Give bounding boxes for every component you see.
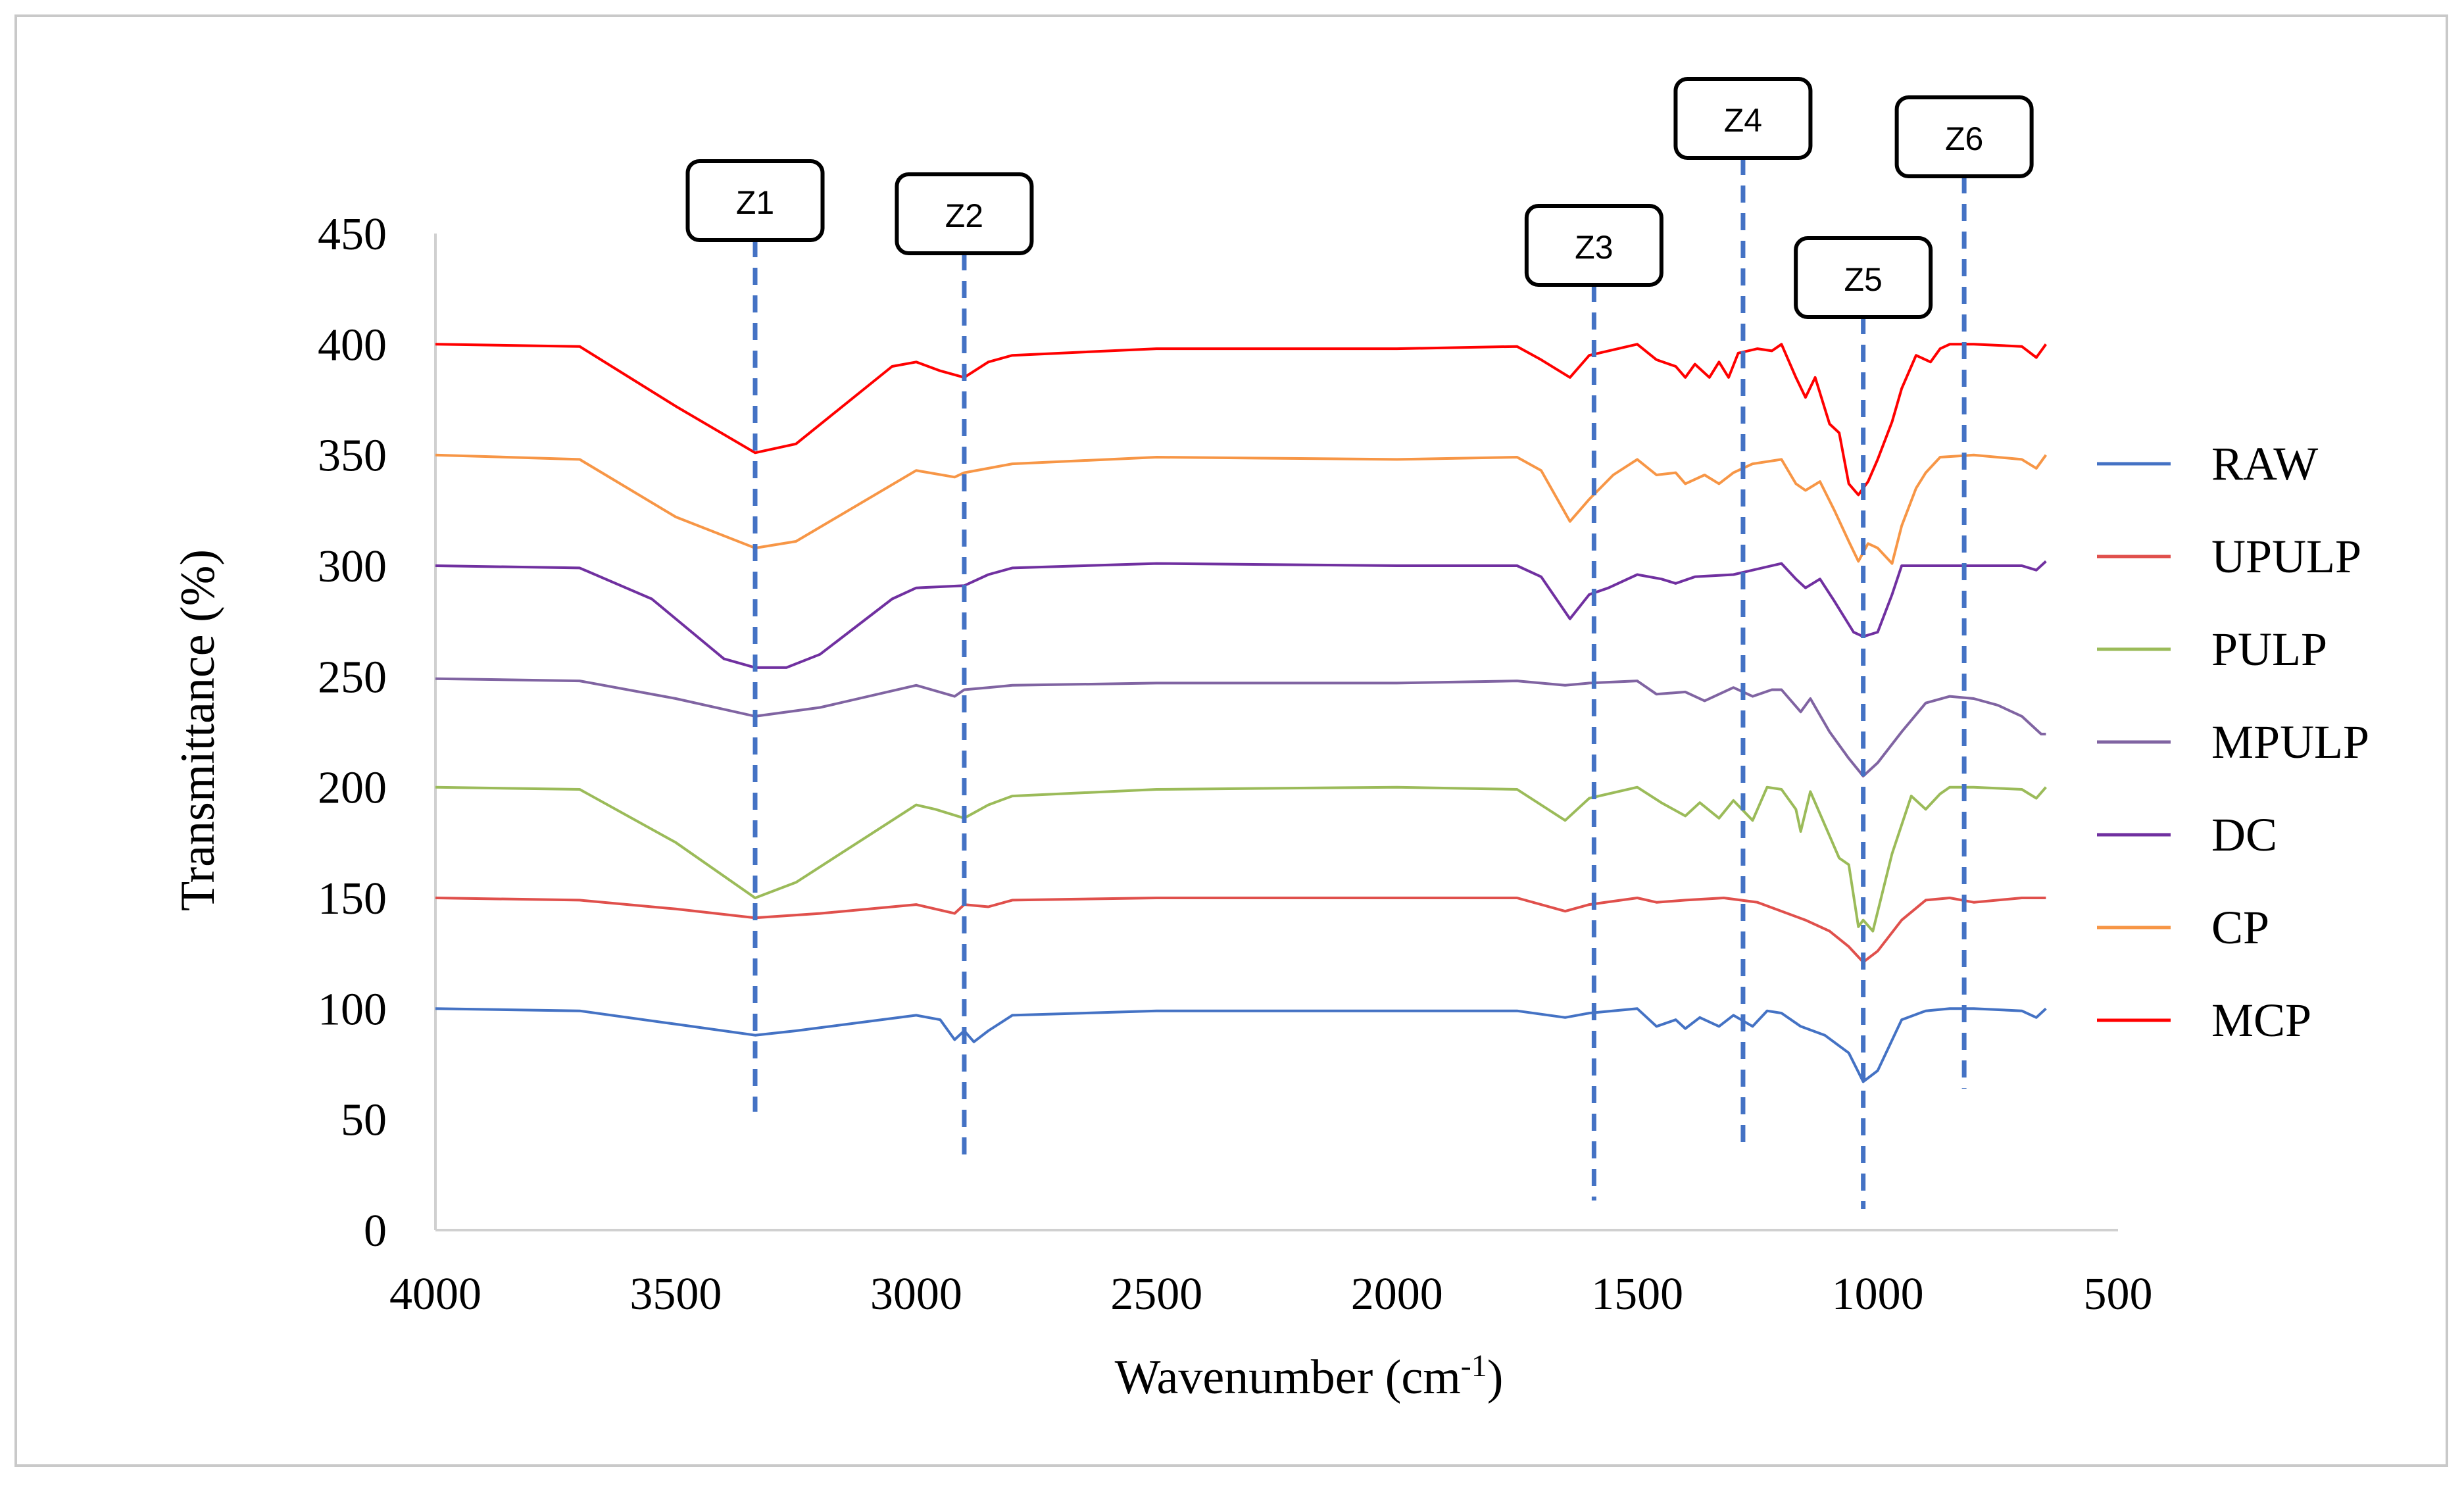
y-tick-label: 350 xyxy=(318,431,387,482)
x-tick-label: 3500 xyxy=(629,1269,722,1320)
x-tick-label: 2500 xyxy=(1110,1269,1202,1320)
x-tick-label: 1000 xyxy=(1832,1269,1924,1320)
chart-frame xyxy=(14,14,2448,1467)
zone-label-z6: Z6 xyxy=(1945,120,1983,157)
x-axis-title-main: Wavenumber (cm xyxy=(1115,1350,1461,1404)
y-tick-label: 200 xyxy=(318,763,387,814)
x-axis-title: Wavenumber (cm-1) xyxy=(1115,1349,1504,1404)
y-tick-label: 50 xyxy=(341,1095,387,1146)
zone-box-z3 xyxy=(1524,204,1663,287)
axes xyxy=(434,234,2118,1231)
series-line-upulp xyxy=(435,897,2046,964)
x-tick-label: 500 xyxy=(2084,1269,2153,1320)
y-tick-labels: 0 50 100 150 200 250 300 350 400 450 xyxy=(318,209,387,1256)
legend-label-upulp: UPULP xyxy=(2211,530,2361,583)
zone-box-z1 xyxy=(685,159,825,242)
legend-label-raw: RAW xyxy=(2211,437,2318,490)
series-line-pulp xyxy=(435,785,2047,933)
x-tick-label: 3000 xyxy=(870,1269,962,1320)
y-tick-label: 100 xyxy=(318,984,387,1035)
zone-box-z2 xyxy=(895,172,1034,255)
zone-label-z1: Z1 xyxy=(736,184,774,221)
x-tick-labels: 4000 3500 3000 2500 2000 1500 1000 500 xyxy=(389,1269,2153,1320)
x-tick-label: 4000 xyxy=(389,1269,481,1320)
zone-label-z2: Z2 xyxy=(945,197,983,234)
zone-box-z5 xyxy=(1794,236,1933,319)
legend-label-dc: DC xyxy=(2211,808,2277,861)
legend-label-mpulp: MPULP xyxy=(2211,716,2369,768)
y-tick-label: 450 xyxy=(318,209,387,260)
legend: RAW UPULP PULP MPULP DC CP MCP xyxy=(2097,437,2369,1047)
x-tick-label: 2000 xyxy=(1351,1269,1443,1320)
zone-box-z6 xyxy=(1894,95,2034,178)
y-tick-label: 400 xyxy=(318,320,387,370)
legend-label-pulp: PULP xyxy=(2211,623,2327,676)
series-line-mcp xyxy=(435,343,2048,497)
zone-label-z5: Z5 xyxy=(1844,261,1882,298)
zone-box-z4 xyxy=(1673,77,1813,160)
series-line-dc xyxy=(435,560,2047,669)
zone-label-z4: Z4 xyxy=(1724,102,1762,139)
series-line-mpulp xyxy=(435,677,2046,778)
y-tick-label: 150 xyxy=(318,874,387,924)
y-tick-label: 300 xyxy=(318,541,387,592)
series-layer xyxy=(435,343,2048,1083)
legend-label-cp: CP xyxy=(2211,901,2269,954)
y-axis-title: Transmittance (%) xyxy=(171,549,225,911)
series-line-cp xyxy=(435,453,2048,565)
y-tick-label: 250 xyxy=(318,652,387,703)
y-tick-label: 0 xyxy=(364,1206,387,1256)
x-tick-label: 1500 xyxy=(1591,1269,1683,1320)
legend-label-mcp: MCP xyxy=(2211,994,2311,1047)
zone-label-z3: Z3 xyxy=(1575,229,1613,266)
series-line-raw xyxy=(435,1007,2047,1083)
x-axis-title-superscript: -1 xyxy=(1461,1349,1487,1383)
zone-markers: Z1 Z2 Z3 Z4 Z5 Z6 xyxy=(685,77,2034,1209)
x-axis-title-suffix: ) xyxy=(1487,1350,1504,1404)
